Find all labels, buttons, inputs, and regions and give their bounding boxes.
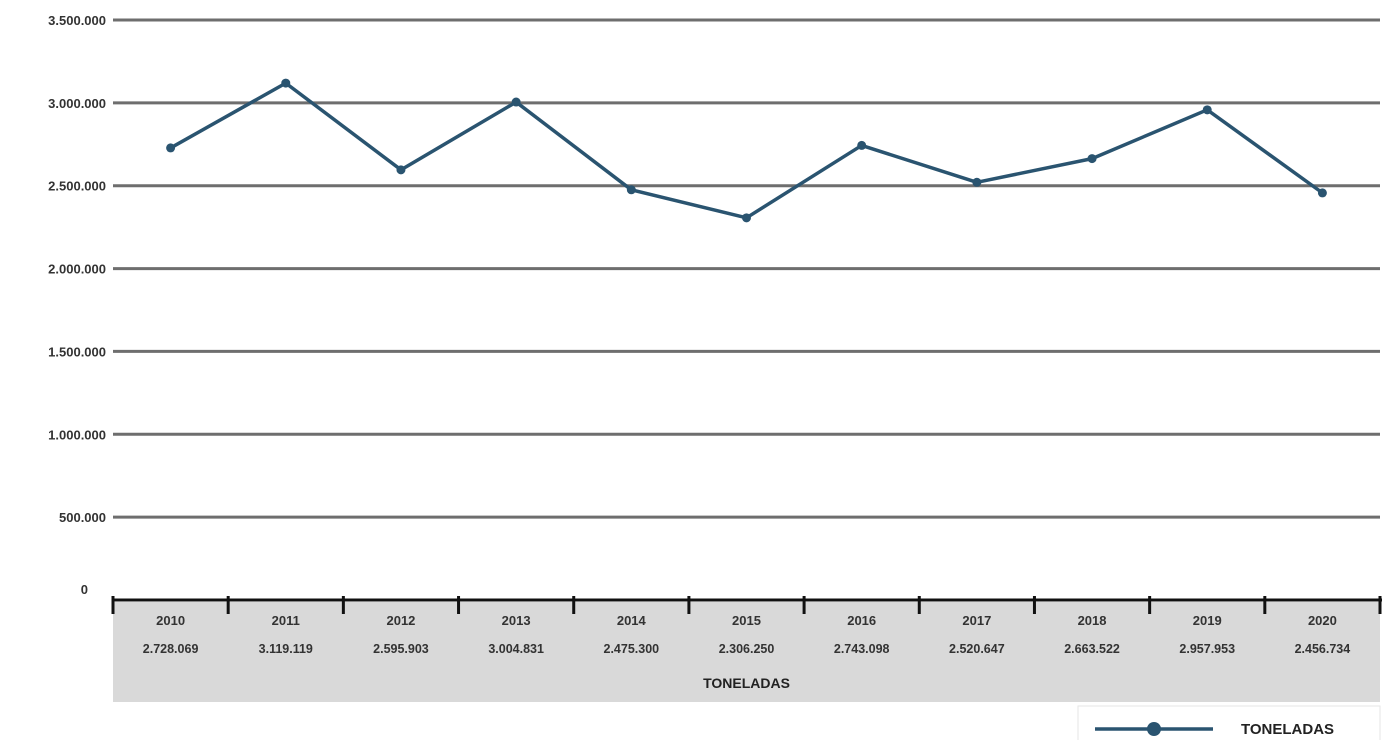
data-table-background — [113, 602, 1380, 702]
y-tick-label: 1.500.000 — [48, 344, 106, 359]
data-table-value: 2.456.734 — [1295, 642, 1351, 656]
data-point — [511, 97, 521, 107]
data-table-value: 2.743.098 — [834, 642, 890, 656]
category-label: 2010 — [156, 613, 185, 628]
data-point — [1317, 188, 1327, 198]
x-axis — [111, 596, 1382, 614]
category-label: 2017 — [962, 613, 991, 628]
y-tick-label: 2.000.000 — [48, 262, 106, 277]
series-toneladas — [166, 78, 1327, 223]
legend-box — [1077, 705, 1381, 740]
y-tick-label: 1.000.000 — [48, 427, 106, 442]
y-tick-label: 2.500.000 — [48, 179, 106, 194]
data-point — [972, 177, 982, 187]
category-label: 2013 — [502, 613, 531, 628]
y-tick-label: 0 — [81, 582, 88, 597]
category-label: 2020 — [1308, 613, 1337, 628]
legend-swatch-marker — [1147, 722, 1161, 736]
category-label: 2016 — [847, 613, 876, 628]
data-point — [857, 140, 867, 150]
category-label: 2014 — [617, 613, 647, 628]
category-label: 2015 — [732, 613, 761, 628]
data-point — [166, 143, 176, 153]
y-tick-label: 3.500.000 — [48, 13, 106, 28]
data-point — [281, 78, 291, 88]
data-table-value: 3.004.831 — [488, 642, 544, 656]
category-labels: 2010 2011 2012 2013 2014 2015 2016 2017 2018 2019… — [156, 613, 1337, 628]
legend-label: TONELADAS — [1241, 721, 1334, 738]
category-label: 2019 — [1193, 613, 1222, 628]
data-point — [742, 213, 751, 223]
data-point — [1202, 105, 1212, 115]
data-table-series-name: TONELADAS — [703, 675, 790, 691]
data-point — [1087, 154, 1097, 164]
data-table-value: 2.595.903 — [373, 642, 429, 656]
data-point — [626, 185, 636, 195]
category-label: 2012 — [386, 613, 415, 628]
data-table-value: 2.520.647 — [949, 642, 1005, 656]
data-table-value: 3.119.119 — [259, 642, 313, 656]
y-axis-tick-labels: 0 500.000 1.000.000 1.500.000 2.000.000 2.500… — [48, 13, 106, 597]
data-table-value: 2.663.522 — [1064, 642, 1120, 656]
data-point — [396, 165, 406, 175]
y-tick-label: 500.000 — [59, 510, 106, 525]
category-label: 2011 — [272, 613, 300, 628]
data-table-value: 2.306.250 — [719, 642, 775, 656]
data-table-band — [113, 602, 1380, 702]
legend: TONELADAS — [1077, 705, 1381, 740]
data-table-value: 2.475.300 — [604, 642, 660, 656]
gridlines — [113, 18, 1380, 519]
data-table-value: 2.957.953 — [1179, 642, 1235, 656]
y-tick-label: 3.000.000 — [48, 96, 106, 111]
data-table-values: 2.728.069 3.119.119 2.595.903 3.004.831 2.47… — [143, 642, 1350, 656]
category-label: 2018 — [1078, 613, 1107, 628]
data-table-value: 2.728.069 — [143, 642, 199, 656]
